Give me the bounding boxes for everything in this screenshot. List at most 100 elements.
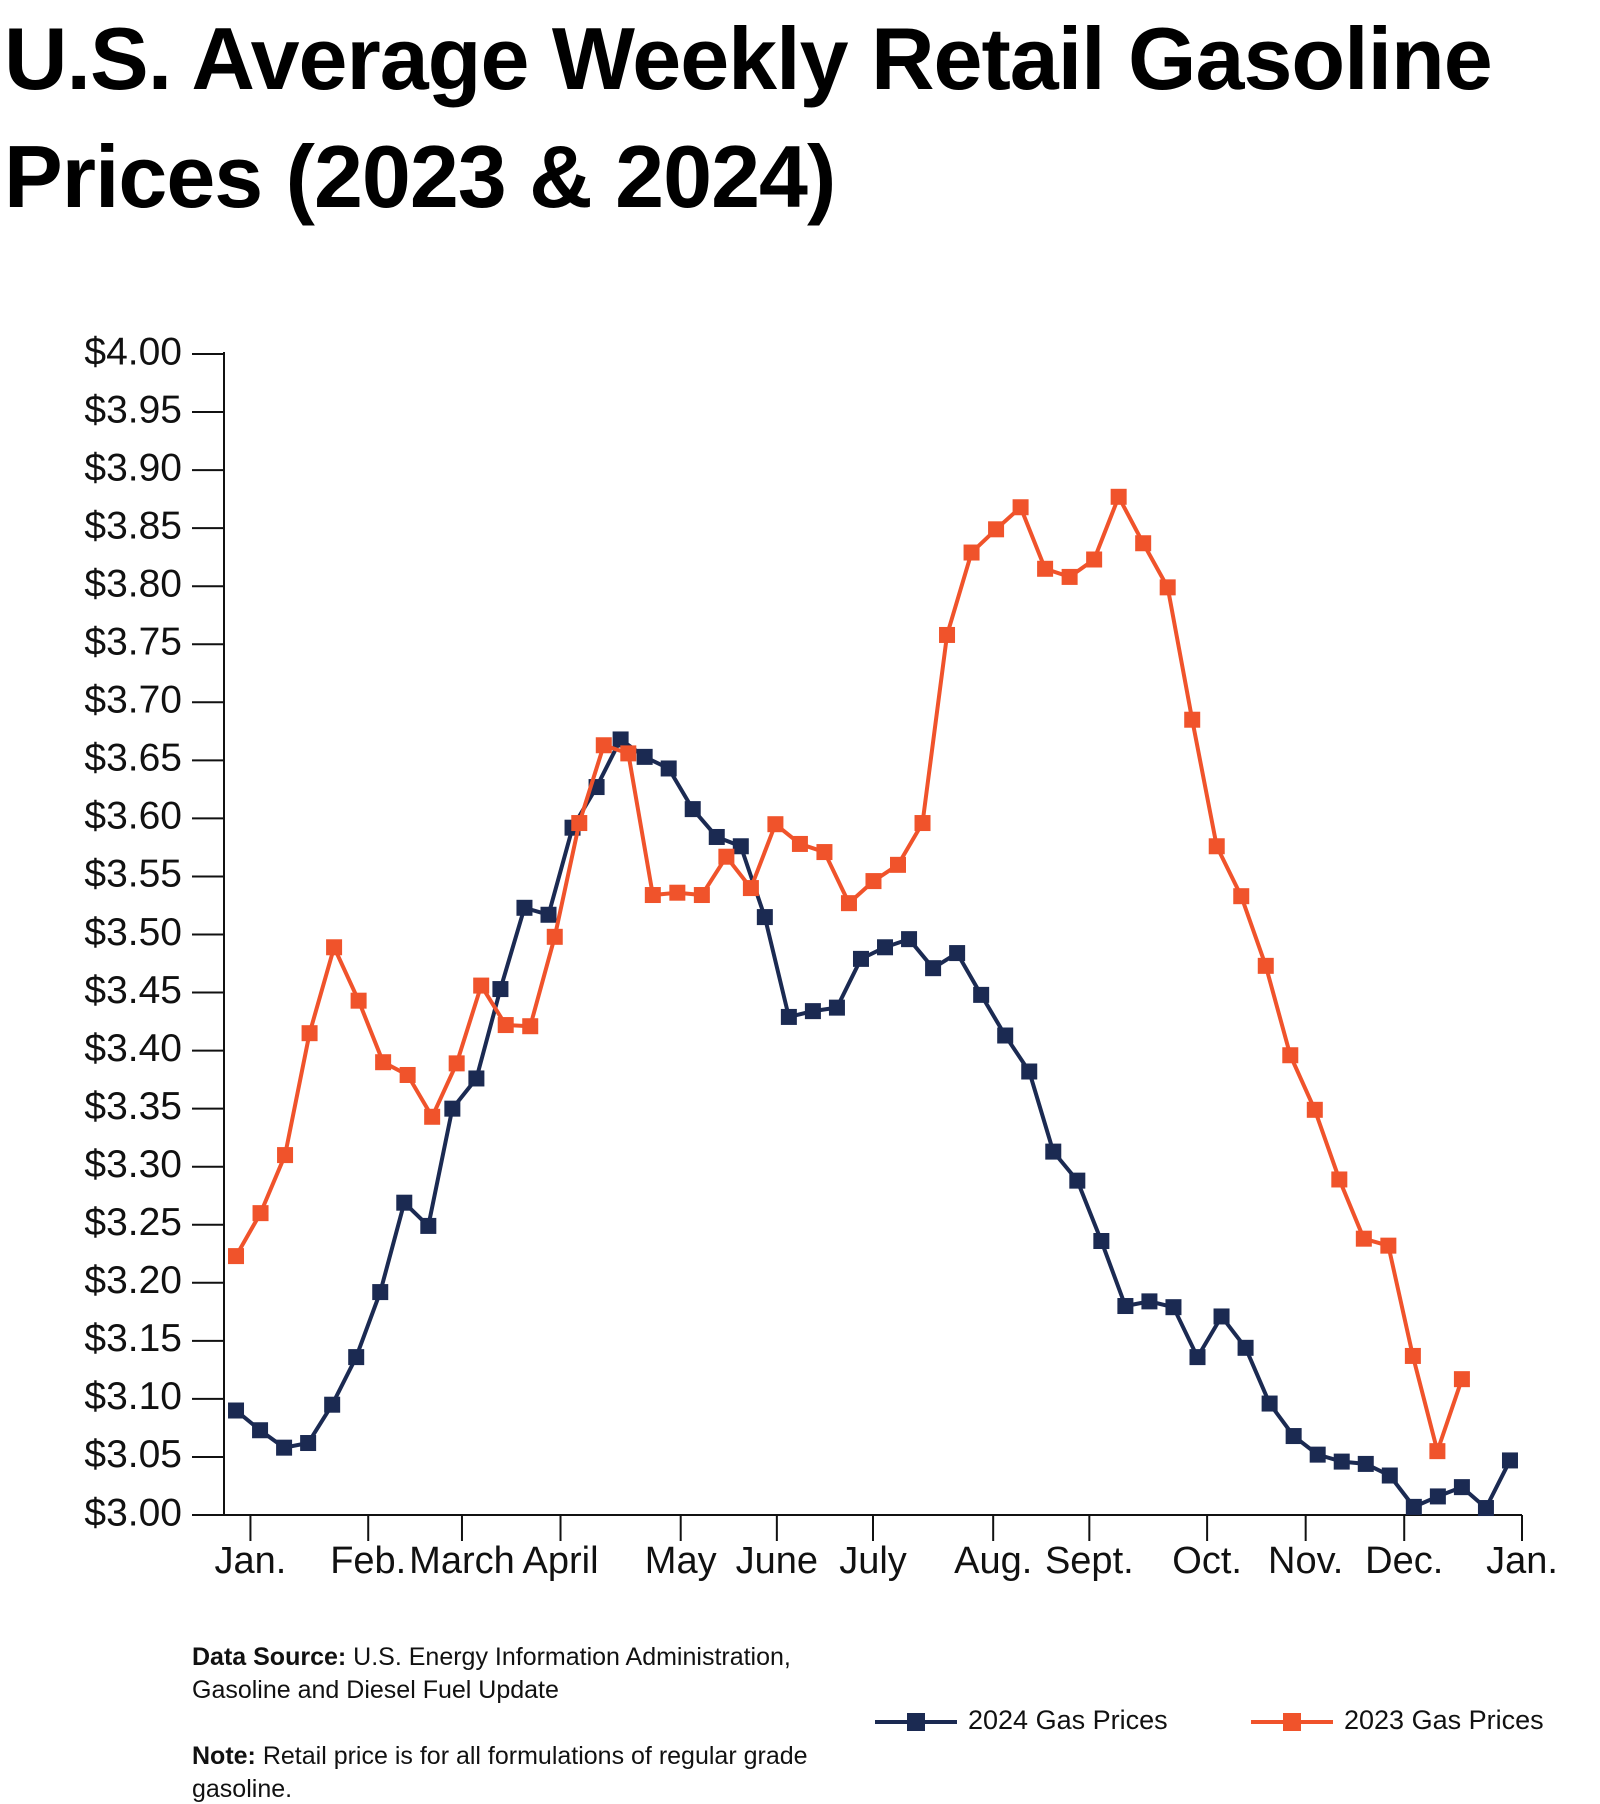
legend-label: 2024 Gas Prices [968,1705,1168,1735]
data-point [1477,1500,1494,1517]
y-tick-label: $4.00 [84,330,182,373]
data-point [660,760,677,777]
data-point [1453,1371,1470,1388]
data-point [756,909,773,926]
y-tick-label: $3.30 [84,1143,182,1186]
data-point [1189,1349,1206,1366]
data-point [497,1017,514,1034]
x-tick-label: Dec. [1365,1540,1443,1582]
data-point [348,1349,365,1366]
data-point [424,1108,441,1125]
data-point [914,815,931,832]
data-point [300,1435,317,1452]
data-point [840,895,857,912]
data-point [1141,1293,1158,1310]
data-point [1208,838,1225,855]
y-tick-label: $3.35 [84,1085,182,1128]
data-point [1021,1063,1038,1080]
data-point [791,835,808,852]
data-point [277,1147,294,1164]
x-tick-label: Jan. [215,1540,287,1582]
data-point [1184,711,1201,728]
data-point [1237,1339,1254,1356]
data-point [571,815,588,832]
data-point [252,1205,269,1222]
data-point [324,1396,341,1413]
data-point [1159,579,1176,596]
data-point [636,748,653,765]
x-tick-label: June [736,1540,818,1582]
data-point [1306,1101,1323,1118]
data-point [963,544,980,561]
data-point [620,745,637,762]
y-tick-label: $3.80 [84,562,182,605]
data-point [1061,568,1078,585]
data-point [816,844,833,861]
data-point [473,977,490,994]
data-point [612,731,629,748]
data-point [396,1194,413,1211]
data-point [1405,1498,1422,1515]
data-point [1257,957,1274,974]
x-tick-label: Feb. [330,1540,406,1582]
data-point [1233,888,1250,905]
data-point [1282,1047,1299,1064]
data-point [684,801,701,818]
data-point [732,838,749,855]
data-point [852,950,869,967]
x-tick-label: May [645,1540,717,1582]
data-point [767,816,784,833]
x-tick-label: Aug. [954,1540,1032,1582]
y-tick-label: $3.95 [84,388,182,431]
y-tick-label: $3.40 [84,1027,182,1070]
data-point [925,960,942,977]
data-point [326,939,343,956]
source-note: Data Source: U.S. Energy Information Adm… [192,1641,812,1707]
y-tick-label: $3.90 [84,446,182,489]
y-tick-label: $3.20 [84,1259,182,1302]
x-tick-label: April [523,1540,599,1582]
data-point [693,887,710,904]
data-point [1501,1452,1518,1469]
data-point [1404,1347,1421,1364]
data-point [939,626,956,643]
note: Note: Retail price is for all formulatio… [192,1740,812,1804]
y-tick-label: $3.85 [84,504,182,547]
data-point [804,1003,821,1020]
data-point [1355,1230,1372,1247]
data-point [1135,535,1152,552]
series-line [234,494,1464,1454]
data-point [1285,1428,1302,1445]
data-point [399,1066,416,1083]
legend-marker [1283,1713,1301,1731]
data-point [448,1055,465,1072]
data-point [1261,1395,1278,1412]
y-tick-label: $3.45 [84,969,182,1012]
data-point [865,873,882,890]
data-point [301,1025,318,1042]
data-point [1012,499,1029,516]
data-point [252,1422,269,1439]
data-point [420,1217,437,1234]
y-tick-label: $3.65 [84,737,182,780]
data-point [742,880,759,897]
data-point [1165,1299,1182,1316]
y-tick-label: $3.10 [84,1375,182,1418]
data-point [444,1100,461,1117]
data-point [492,981,509,998]
data-point [997,1027,1014,1044]
data-point [901,931,918,948]
source-text: U.S. Energy Information Administration, … [192,1643,791,1704]
y-tick-label: $3.00 [84,1491,182,1534]
data-point [1333,1453,1350,1470]
data-point [949,945,966,962]
data-point [540,906,557,923]
data-point [973,986,990,1003]
x-tick-label: Sept. [1045,1540,1134,1582]
data-point [546,928,563,945]
data-point [228,1402,245,1419]
x-tick-label: March [409,1540,515,1582]
data-point [1380,1237,1397,1254]
data-point [718,848,735,865]
data-point [375,1054,392,1071]
